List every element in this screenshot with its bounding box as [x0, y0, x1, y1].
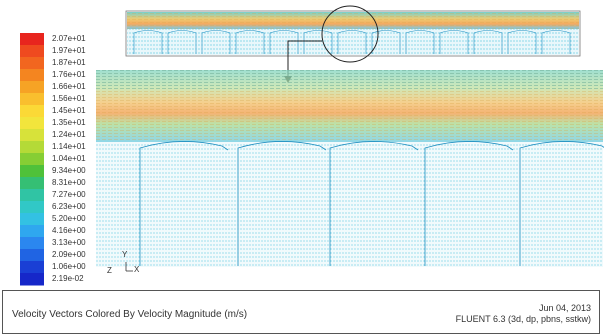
legend-swatch [20, 69, 44, 82]
legend-swatch [20, 57, 44, 70]
legend-swatch [20, 45, 44, 58]
legend-label: 4.16e+00 [52, 226, 86, 235]
axis-y-label: Y [122, 250, 128, 259]
legend-label: 1.24e+01 [52, 130, 86, 139]
legend-swatch [20, 249, 44, 262]
legend-label: 1.66e+01 [52, 82, 86, 91]
legend-swatch [20, 105, 44, 118]
axis-x-label: X [134, 265, 140, 274]
overview-cavity [167, 30, 197, 54]
zoom-circle [321, 5, 379, 63]
legend-label: 1.45e+01 [52, 106, 86, 115]
overview-cavity [235, 30, 265, 54]
legend-swatch [20, 117, 44, 130]
legend-label: 1.35e+01 [52, 118, 86, 127]
legend-swatch [20, 129, 44, 142]
zoomed-cavity [237, 141, 327, 266]
overview-cavity [371, 30, 401, 54]
legend-swatch [20, 273, 44, 286]
zoomed-domain [96, 70, 604, 267]
legend-swatch [20, 237, 44, 250]
plot-date: Jun 04, 2013 [538, 303, 591, 313]
legend-swatch [20, 213, 44, 226]
legend-swatch [20, 141, 44, 154]
axis-triad [125, 262, 133, 272]
legend-label: 2.09e+00 [52, 250, 86, 259]
plot-caption: Velocity Vectors Colored By Velocity Mag… [12, 309, 248, 320]
legend-swatch [20, 225, 44, 238]
plot-footer: Velocity Vectors Colored By Velocity Mag… [2, 290, 600, 334]
legend-label: 5.20e+00 [52, 214, 86, 223]
legend-label: 1.14e+01 [52, 142, 86, 151]
overview-cavity [337, 30, 367, 54]
overview-domain [125, 5, 581, 63]
overview-cavity [541, 30, 571, 54]
overview-cavity [405, 30, 435, 54]
legend-label: 6.23e+00 [52, 202, 86, 211]
zoomed-cavity [139, 141, 229, 266]
legend-label: 3.13e+00 [52, 238, 86, 247]
overview-cavity [201, 30, 231, 54]
color-legend [20, 33, 44, 286]
legend-swatch [20, 81, 44, 94]
legend-label: 1.04e+01 [52, 154, 86, 163]
legend-label: 2.19e-02 [52, 274, 84, 283]
overview-cavity [507, 30, 537, 54]
legend-label: 1.97e+01 [52, 46, 86, 55]
legend-label: 1.56e+01 [52, 94, 86, 103]
legend-swatch [20, 165, 44, 178]
zoomed-cavity [424, 141, 514, 266]
legend-swatch [20, 153, 44, 166]
legend-label: 9.34e+00 [52, 166, 86, 175]
overview-cavity [303, 30, 333, 54]
axis-z-label: Z [107, 266, 112, 275]
overview-cavity [473, 30, 503, 54]
solver-info: FLUENT 6.3 (3d, dp, pbns, sstkw) [455, 314, 591, 324]
legend-label: 8.31e+00 [52, 178, 86, 187]
legend-label: 1.06e+00 [52, 262, 86, 271]
overview-cavity [439, 30, 469, 54]
zoomed-cavity [329, 141, 419, 266]
legend-swatch [20, 201, 44, 214]
zoomed-cavity [519, 141, 604, 266]
legend-label: 1.76e+01 [52, 70, 86, 79]
overview-cavity [269, 30, 299, 54]
overview-cavity [133, 30, 163, 54]
legend-swatch [20, 93, 44, 106]
legend-swatch [20, 261, 44, 274]
legend-label: 2.07e+01 [52, 34, 86, 43]
legend-swatch [20, 33, 44, 46]
legend-swatch [20, 189, 44, 202]
legend-label: 7.27e+00 [52, 190, 86, 199]
legend-label: 1.87e+01 [52, 58, 86, 67]
legend-swatch [20, 177, 44, 190]
